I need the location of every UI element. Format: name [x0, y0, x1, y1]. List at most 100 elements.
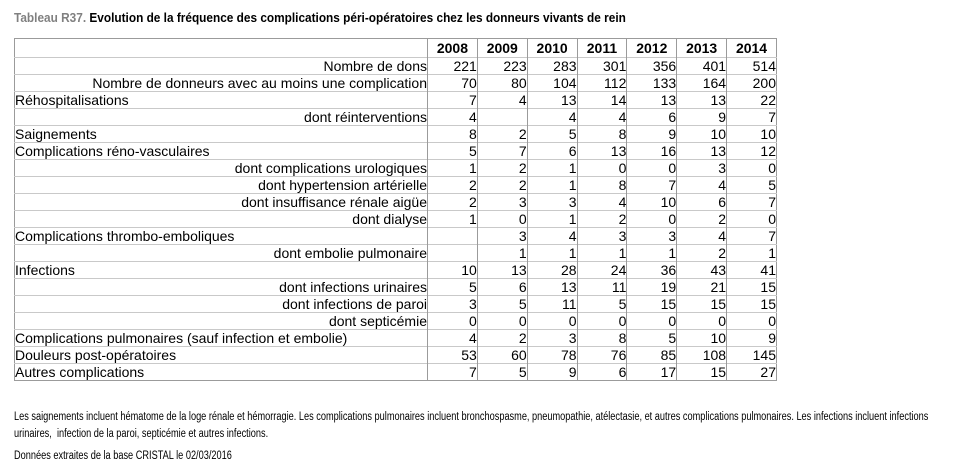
value-cell: 104: [526, 74, 578, 92]
value-cell: 13: [626, 91, 677, 109]
value-cell: 2: [676, 244, 727, 262]
value-cell: 5: [476, 363, 528, 381]
value-cell: 14: [576, 91, 627, 109]
value-cell: 0: [626, 312, 677, 330]
value-cell: 2: [427, 193, 478, 211]
row-label: dont réinterventions: [14, 108, 428, 126]
year-header: 2011: [576, 38, 627, 58]
value-cell: 4: [576, 108, 627, 126]
value-cell: 2: [676, 210, 727, 228]
value-cell: 3: [476, 227, 528, 245]
value-cell: 301: [576, 57, 627, 75]
value-cell: 3: [626, 227, 677, 245]
value-cell: 5: [576, 295, 627, 313]
value-cell: 2: [476, 159, 528, 177]
value-cell: 13: [526, 91, 578, 109]
value-cell: 164: [676, 74, 727, 92]
value-cell: 4: [676, 176, 727, 194]
value-cell: 76: [576, 346, 627, 364]
value-cell: 6: [626, 108, 677, 126]
value-cell: 10: [726, 125, 777, 143]
value-cell: 10: [676, 329, 727, 347]
value-cell: 7: [626, 176, 677, 194]
value-cell: 0: [576, 159, 627, 177]
value-cell: 15: [726, 278, 777, 296]
table-row: Nombre de donneurs avec au moins une com…: [14, 74, 777, 92]
value-cell: 4: [676, 227, 727, 245]
value-cell: 13: [576, 142, 627, 160]
table-row: Infections 10 13 28 24 36 43 41: [14, 261, 777, 279]
value-cell: 7: [427, 363, 478, 381]
value-cell: 0: [626, 159, 677, 177]
year-header: 2008: [427, 38, 478, 58]
table-row: dont embolie pulmonaire 1 1 1 1 2 1: [14, 244, 777, 262]
value-cell: 3: [476, 193, 528, 211]
value-cell: 8: [576, 125, 627, 143]
row-label: dont hypertension artérielle: [14, 176, 428, 194]
table-row: Douleurs post-opératoires 53 60 78 76 85 108 14…: [14, 346, 777, 364]
value-cell: 10: [676, 125, 727, 143]
table-row: Complications pulmonaires (sauf infectio…: [14, 329, 777, 347]
value-cell: 7: [726, 193, 777, 211]
value-cell: 11: [576, 278, 627, 296]
table-number: Tableau R37.: [14, 10, 87, 25]
value-cell: 2: [576, 210, 627, 228]
value-cell: 4: [526, 227, 578, 245]
value-cell: 0: [526, 312, 578, 330]
value-cell: 0: [626, 210, 677, 228]
value-cell: 200: [726, 74, 777, 92]
table-row: Complications thrombo-emboliques 3 4 3 3 4 7: [14, 227, 777, 245]
value-cell: 2: [476, 329, 528, 347]
year-header: 2013: [676, 38, 727, 58]
year-header: 2010: [526, 38, 578, 58]
row-label: Infections: [14, 261, 428, 279]
table-title-text: Evolution de la fréquence des complicati…: [89, 10, 626, 25]
row-label-header: [15, 39, 428, 58]
value-cell: 15: [626, 295, 677, 313]
value-cell: 13: [526, 278, 578, 296]
value-cell: 1: [526, 210, 578, 228]
value-cell: 0: [676, 312, 727, 330]
value-cell: 1: [626, 244, 677, 262]
row-label: dont septicémie: [14, 312, 428, 330]
value-cell: 6: [476, 278, 528, 296]
year-header: 2012: [626, 38, 677, 58]
value-cell: 70: [427, 74, 478, 92]
table-row: dont dialyse 1 0 1 2 0 2 0: [14, 210, 777, 228]
value-cell: 0: [427, 312, 478, 330]
value-cell: 401: [676, 57, 727, 75]
value-cell: 2: [427, 176, 478, 194]
value-cell: 6: [576, 363, 627, 381]
row-label: dont dialyse: [14, 210, 428, 228]
value-cell: 27: [726, 363, 777, 381]
row-label: Complications pulmonaires (sauf infectio…: [14, 329, 428, 347]
table-row: Nombre de dons 221 223 283 301 356 401 514: [14, 57, 777, 75]
value-cell: 5: [476, 295, 528, 313]
value-cell: 133: [626, 74, 677, 92]
value-cell: 24: [576, 261, 627, 279]
value-cell: 221: [427, 57, 478, 75]
value-cell: 5: [427, 142, 478, 160]
value-cell: 5: [726, 176, 777, 194]
row-label: dont complications urologiques: [14, 159, 428, 177]
value-cell: 1: [576, 244, 627, 262]
value-cell: 3: [676, 159, 727, 177]
value-cell: 1: [526, 176, 578, 194]
row-label: dont embolie pulmonaire: [14, 244, 428, 262]
value-cell: 356: [626, 57, 677, 75]
value-cell: 5: [626, 329, 677, 347]
value-cell: 13: [476, 261, 528, 279]
value-cell: 16: [626, 142, 677, 160]
table-row: dont insuffisance rénale aigüe 2 3 3 4 10 6 7: [14, 193, 777, 211]
table-row: dont infections de paroi 3 5 11 5 15 15 15: [14, 295, 777, 313]
row-label: dont insuffisance rénale aigüe: [14, 193, 428, 211]
row-label: dont infections de paroi: [14, 295, 428, 313]
value-cell: 7: [726, 227, 777, 245]
value-cell: 4: [427, 108, 478, 126]
table-row: dont septicémie 0 0 0 0 0 0 0: [14, 312, 777, 330]
value-cell: 17: [626, 363, 677, 381]
value-cell: [476, 108, 528, 126]
value-cell: 0: [726, 159, 777, 177]
value-cell: 15: [676, 295, 727, 313]
